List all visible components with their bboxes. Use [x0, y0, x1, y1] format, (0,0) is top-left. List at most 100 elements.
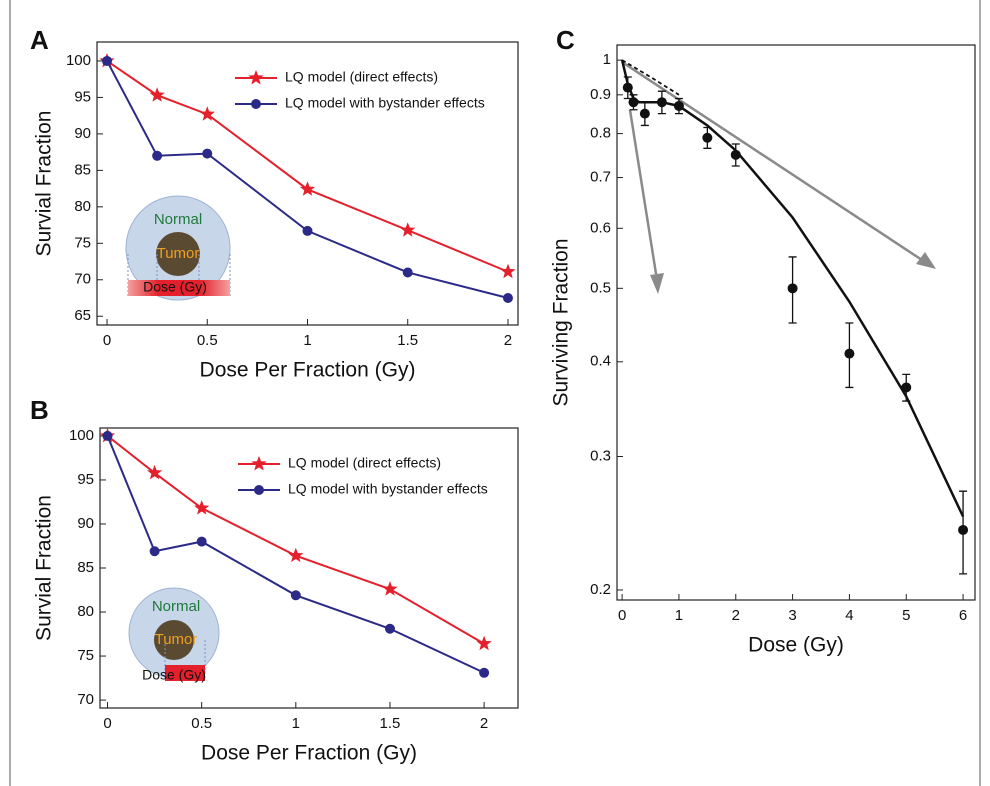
- circle-marker: [302, 225, 313, 236]
- series-line: [106, 60, 509, 273]
- legend-label: LQ model (direct effects): [285, 69, 438, 85]
- arrow: [621, 60, 936, 294]
- x-tick-label: 2: [480, 715, 488, 732]
- x-tick-label: 0: [103, 332, 111, 349]
- legend-marker: [251, 456, 267, 471]
- y-tick-label: 90: [74, 125, 91, 142]
- data-point: [702, 132, 713, 143]
- data-point: [958, 524, 969, 535]
- annotation: Normal: [152, 598, 200, 615]
- y-tick-label: 100: [69, 427, 94, 444]
- x-tick-label: 3: [788, 607, 796, 624]
- x-tick-label: 1.5: [397, 332, 418, 349]
- y-tick-label: 75: [74, 234, 91, 251]
- data-point: [844, 348, 855, 359]
- y-tick-label: 65: [74, 307, 91, 324]
- circle-marker: [402, 267, 413, 278]
- y-tick-label: 0.4: [590, 353, 611, 370]
- x-tick-label: 0.5: [191, 715, 212, 732]
- annotation: Tumor: [157, 245, 200, 262]
- panel-label: A: [30, 25, 49, 55]
- y-axis-label: Surviving Fraction: [550, 238, 573, 406]
- legend-label: LQ model (direct effects): [288, 455, 441, 471]
- circle-marker: [152, 150, 163, 161]
- y-tick-label: 95: [77, 471, 94, 488]
- legend-label: LQ model with bystander effects: [288, 481, 488, 497]
- y-tick-label: 75: [77, 647, 94, 664]
- series-line: [106, 435, 485, 674]
- y-tick-label: 0.9: [590, 86, 611, 103]
- x-tick-label: 6: [959, 607, 967, 624]
- annotation: Normal: [154, 211, 202, 228]
- star-marker: [476, 635, 492, 651]
- panel-label: B: [30, 395, 49, 425]
- y-tick-label: 95: [74, 88, 91, 105]
- circle-marker: [102, 430, 113, 441]
- x-axis-label: Dose Per Fraction (Gy): [201, 742, 417, 765]
- legend-marker: [251, 99, 261, 109]
- star-marker: [194, 500, 210, 515]
- series-line: [106, 435, 485, 645]
- circle-marker: [479, 667, 490, 678]
- y-tick-label: 70: [77, 691, 94, 708]
- x-tick-label: 1: [303, 332, 311, 349]
- circle-marker: [149, 546, 160, 557]
- x-tick-label: 1: [675, 607, 683, 624]
- x-tick-label: 0.5: [197, 332, 218, 349]
- x-tick-label: 4: [845, 607, 853, 624]
- circle-marker: [290, 590, 301, 601]
- x-tick-label: 2: [732, 607, 740, 624]
- plot-frame: [616, 44, 976, 601]
- annotation: Dose (Gy): [142, 667, 206, 683]
- y-tick-label: 0.6: [590, 219, 611, 236]
- annotation: Tumor: [155, 631, 198, 648]
- x-tick-label: 1: [292, 715, 300, 732]
- x-tick-label: 2: [504, 332, 512, 349]
- series-line: [106, 60, 509, 299]
- data-point: [787, 283, 798, 294]
- y-tick-label: 0.2: [590, 581, 611, 598]
- star-marker: [299, 181, 316, 196]
- star-marker: [288, 547, 304, 563]
- star-marker: [147, 464, 163, 480]
- star-marker: [400, 222, 416, 237]
- star-marker: [199, 106, 215, 121]
- y-tick-label: 90: [77, 515, 94, 532]
- circle-marker: [384, 623, 395, 634]
- circle-marker: [202, 148, 213, 159]
- y-tick-label: 1: [603, 51, 611, 68]
- legend-marker: [254, 485, 264, 495]
- star-marker: [149, 87, 165, 102]
- annotation: Dose (Gy): [143, 279, 207, 295]
- x-tick-label: 0: [103, 715, 111, 732]
- legend-marker: [248, 70, 264, 85]
- y-axis-label: Survial Fraction: [33, 495, 56, 641]
- panel-label: C: [556, 25, 575, 55]
- star-marker: [382, 581, 398, 596]
- y-tick-label: 80: [74, 198, 91, 215]
- inset-diagram: Normal Tumor Dose (Gy): [128, 587, 220, 683]
- inset-diagram: Normal Tumor Dose (Gy): [125, 195, 231, 301]
- y-tick-label: 100: [66, 52, 91, 69]
- legend-label: LQ model with bystander effects: [285, 95, 485, 111]
- circle-marker: [502, 293, 513, 304]
- y-tick-label: 0.8: [590, 125, 611, 142]
- circle-marker: [102, 55, 113, 66]
- x-tick-label: 0: [618, 607, 626, 624]
- star-marker: [500, 263, 516, 279]
- y-tick-label: 85: [74, 161, 91, 178]
- y-tick-label: 70: [74, 271, 91, 288]
- data-point: [639, 108, 650, 119]
- circle-marker: [196, 536, 207, 547]
- x-tick-label: 1.5: [380, 715, 401, 732]
- y-tick-label: 0.7: [590, 169, 611, 186]
- x-axis-label: Dose Per Fraction (Gy): [200, 359, 416, 382]
- y-tick-label: 85: [77, 559, 94, 576]
- y-tick-label: 80: [77, 603, 94, 620]
- y-tick-label: 0.5: [590, 279, 611, 296]
- fit-curve: [620, 59, 965, 518]
- x-tick-label: 5: [902, 607, 910, 624]
- x-axis-label: Dose (Gy): [748, 634, 844, 657]
- y-axis-label: Survial Fraction: [33, 111, 56, 257]
